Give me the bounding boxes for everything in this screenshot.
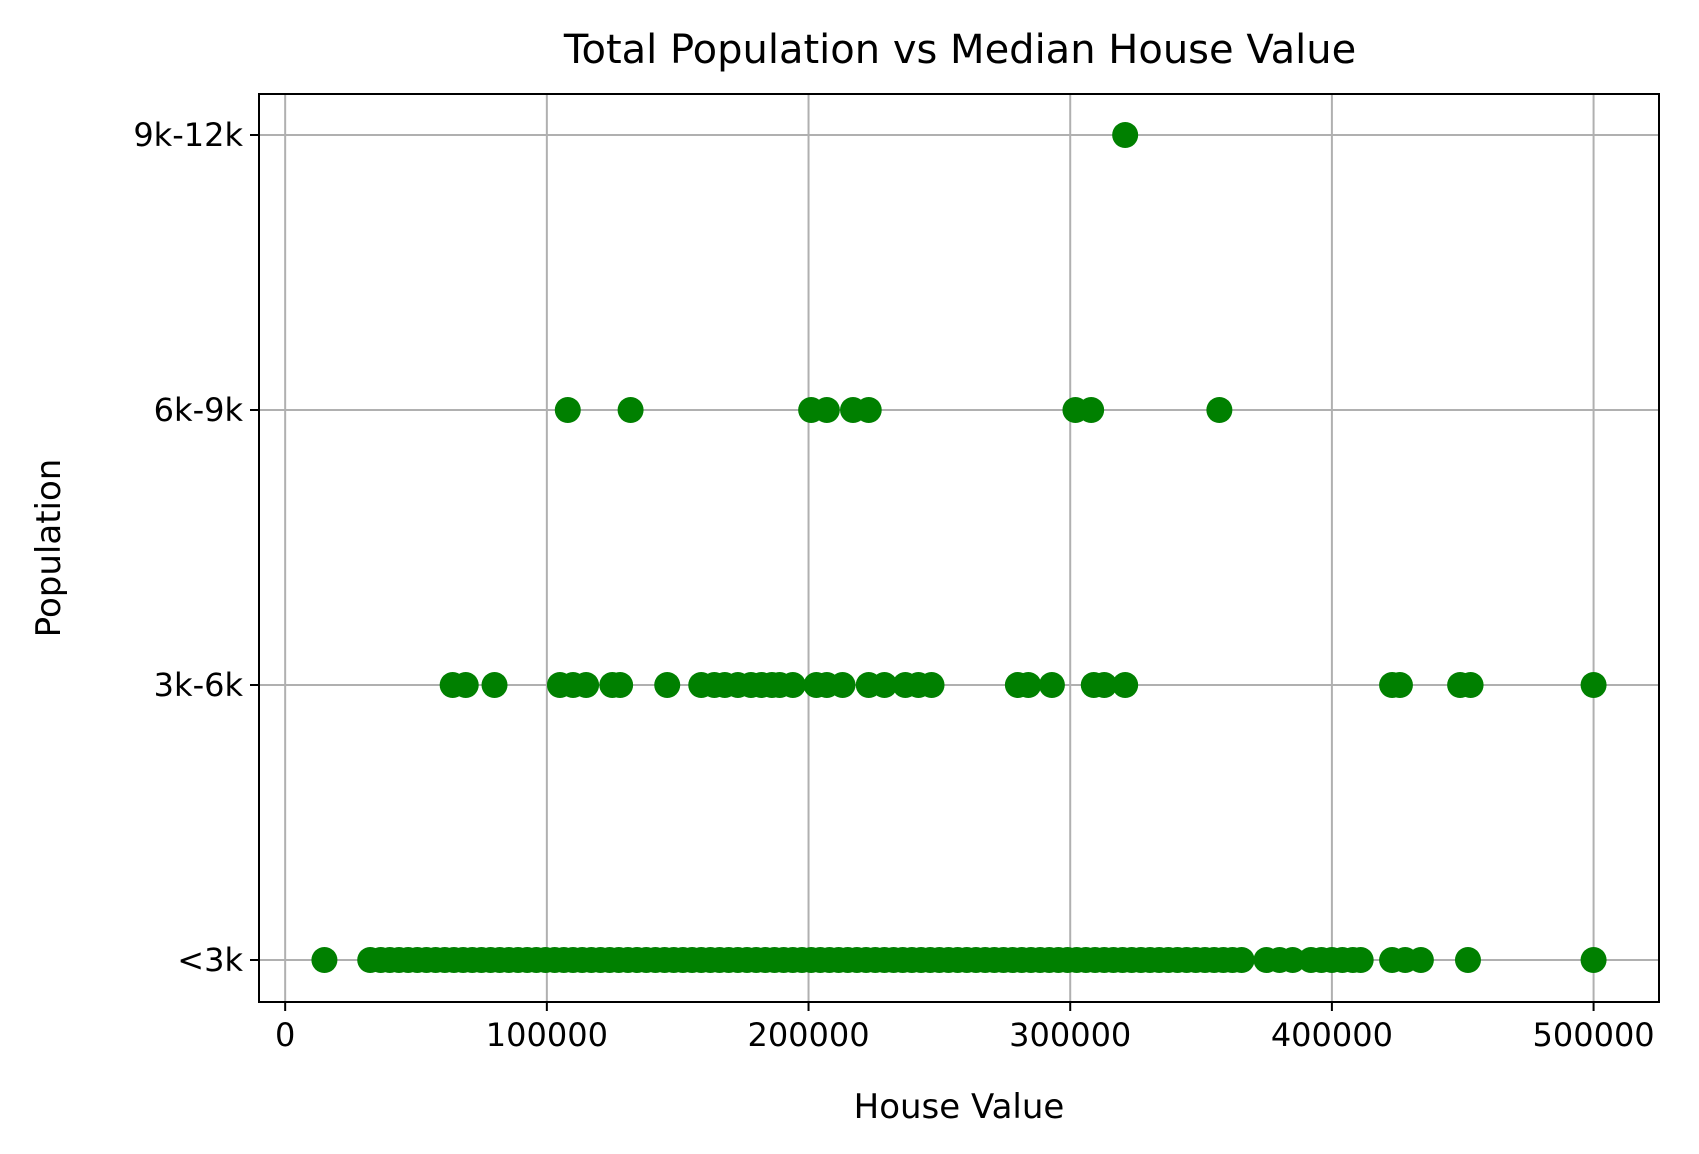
data-point xyxy=(1279,947,1306,973)
x-tick-label: 300000 xyxy=(1009,1016,1131,1054)
data-point xyxy=(654,672,681,698)
data-point xyxy=(1015,672,1042,698)
data-point xyxy=(779,672,806,698)
x-axis-ticks: 0 100000 200000 300000 400000 500000 xyxy=(275,1002,1655,1054)
data-point xyxy=(1038,672,1065,698)
data-point xyxy=(1112,122,1139,148)
data-point xyxy=(1580,672,1607,698)
y-tick-label: 9k-12k xyxy=(133,116,243,154)
x-tick-label: 200000 xyxy=(747,1016,869,1054)
data-point xyxy=(1228,947,1255,973)
data-point xyxy=(1112,672,1139,698)
x-tick-label: 100000 xyxy=(486,1016,608,1054)
data-point xyxy=(813,397,840,423)
data-point xyxy=(918,672,945,698)
x-tick-label: 400000 xyxy=(1271,1016,1393,1054)
data-point xyxy=(554,397,581,423)
y-tick-label: 6k-9k xyxy=(154,391,244,429)
data-point xyxy=(1407,947,1434,973)
x-axis-label: House Value xyxy=(854,1087,1065,1127)
data-point xyxy=(1347,947,1374,973)
data-point xyxy=(829,672,856,698)
data-point xyxy=(1078,397,1105,423)
y-axis-ticks: <3k 3k-6k 6k-9k 9k-12k xyxy=(133,116,259,979)
plot-frame xyxy=(258,93,1660,1003)
x-tick-label: 500000 xyxy=(1533,1016,1655,1054)
data-point xyxy=(1206,397,1233,423)
data-point xyxy=(1454,947,1481,973)
data-point xyxy=(607,672,634,698)
data-point xyxy=(311,947,338,973)
y-axis-label: Population xyxy=(29,459,69,638)
data-point xyxy=(871,672,898,698)
data-point xyxy=(1386,672,1413,698)
data-point xyxy=(573,672,600,698)
y-tick-label: <3k xyxy=(177,941,243,979)
data-point xyxy=(617,397,644,423)
data-point xyxy=(1580,947,1607,973)
data-point xyxy=(1091,672,1118,698)
data-point xyxy=(452,672,479,698)
chart-title: Total Population vs Median House Value xyxy=(563,27,1356,73)
data-point xyxy=(481,672,508,698)
data-point xyxy=(855,397,882,423)
x-tick-label: 0 xyxy=(275,1016,295,1054)
data-points xyxy=(311,122,1607,973)
data-point xyxy=(1457,672,1484,698)
y-tick-label: 3k-6k xyxy=(154,666,244,704)
